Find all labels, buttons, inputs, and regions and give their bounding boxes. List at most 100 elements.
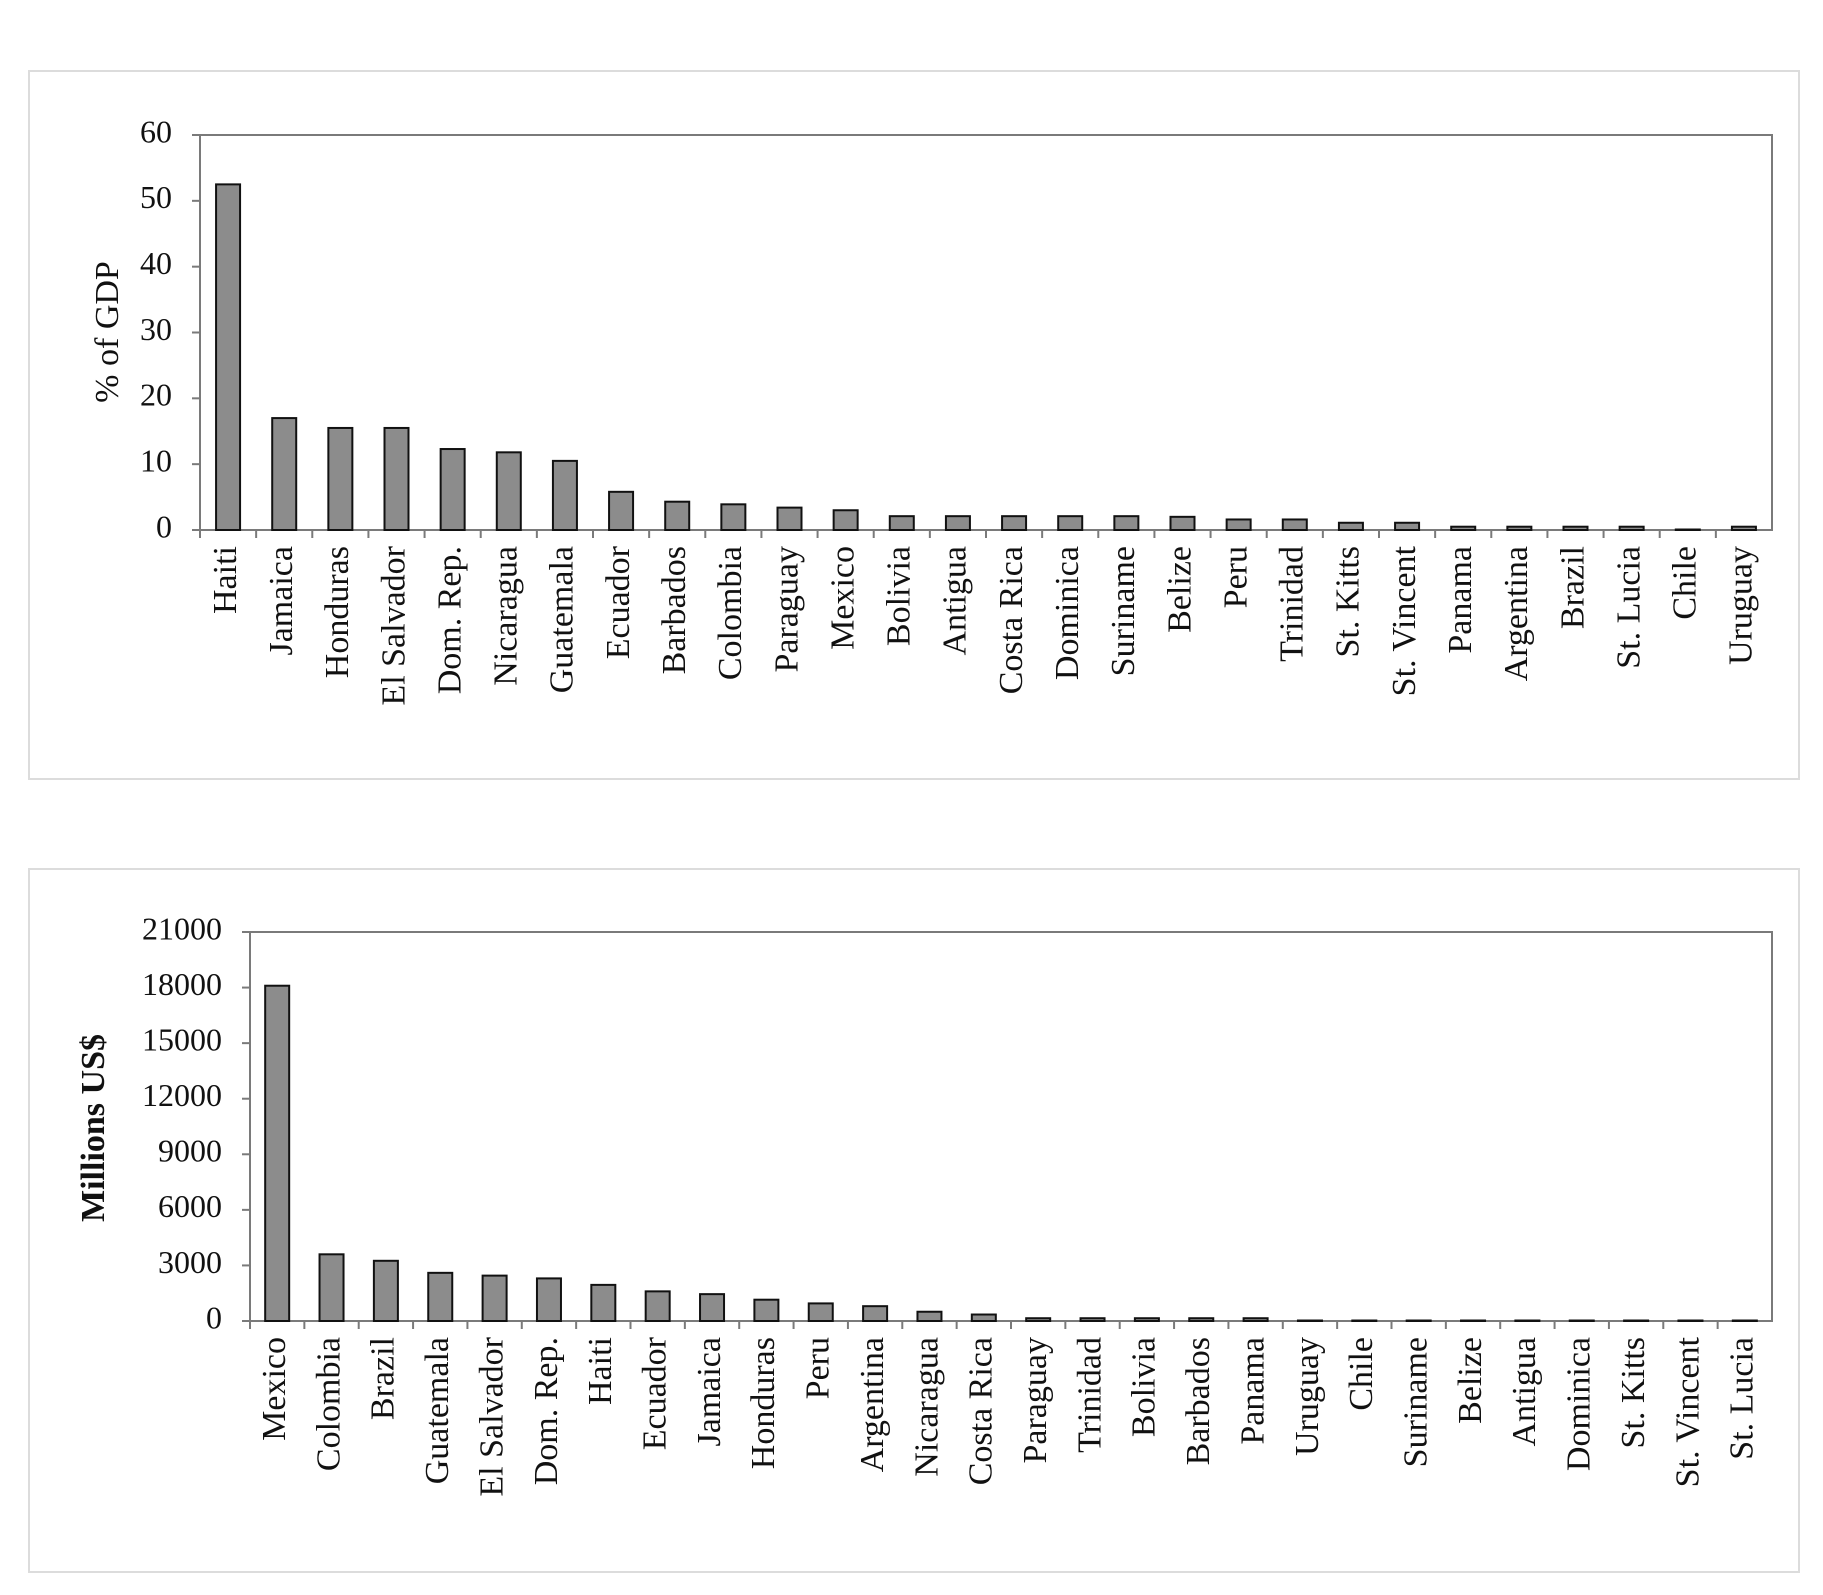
bottom-category-label: Panama bbox=[1234, 1337, 1271, 1445]
top-category-label: Peru bbox=[1217, 546, 1254, 608]
bottom-category-label: Costa Rica bbox=[963, 1337, 1000, 1485]
bottom-bar bbox=[1133, 1317, 1160, 1323]
bottom-category-label: Peru bbox=[800, 1337, 837, 1399]
bottom-bar bbox=[807, 1302, 834, 1322]
bottom-category-label: El Salvador bbox=[473, 1336, 510, 1496]
bottom-y-tick-label: 18000 bbox=[142, 966, 222, 1002]
top-y-tick-label: 40 bbox=[140, 245, 172, 281]
top-bar bbox=[215, 183, 242, 531]
bottom-bar bbox=[699, 1293, 726, 1323]
top-category-label: Ecuador bbox=[600, 545, 637, 659]
bottom-bar bbox=[481, 1274, 508, 1323]
plot-area-top bbox=[199, 134, 1773, 531]
bottom-category-label: Nicaragua bbox=[908, 1337, 945, 1477]
bottom-category-label: Jamaica bbox=[691, 1337, 728, 1447]
bottom-category-label: Colombia bbox=[310, 1337, 347, 1471]
bottom-bar bbox=[753, 1298, 780, 1323]
bottom-bar bbox=[372, 1259, 399, 1322]
bottom-bar bbox=[1514, 1319, 1541, 1322]
top-bar bbox=[1674, 528, 1701, 531]
bottom-bar bbox=[427, 1271, 454, 1323]
top-bar bbox=[271, 417, 298, 532]
top-category-label: Dom. Rep. bbox=[431, 546, 468, 694]
bottom-bar bbox=[644, 1290, 671, 1323]
top-bar bbox=[1394, 521, 1421, 532]
top-bar bbox=[1450, 525, 1477, 531]
bottom-bar bbox=[1296, 1319, 1323, 1322]
top-category-label: Brazil bbox=[1554, 546, 1591, 629]
bottom-category-label: Suriname bbox=[1397, 1337, 1434, 1467]
top-y-tick-label: 30 bbox=[140, 311, 172, 347]
top-category-label: El Salvador bbox=[375, 545, 412, 705]
bottom-category-label: Dominica bbox=[1561, 1337, 1598, 1471]
bottom-bar bbox=[1460, 1319, 1487, 1322]
top-category-label: Colombia bbox=[712, 546, 749, 680]
bottom-category-label: St. Vincent bbox=[1669, 1336, 1706, 1487]
bottom-category-label: Antigua bbox=[1506, 1337, 1543, 1447]
top-bar bbox=[720, 503, 747, 532]
top-category-label: Panama bbox=[1442, 546, 1479, 654]
top-bar bbox=[1618, 525, 1645, 531]
top-category-label: St. Lucia bbox=[1610, 546, 1647, 669]
bottom-bar bbox=[862, 1305, 889, 1322]
top-category-label: St. Kitts bbox=[1330, 546, 1367, 657]
bottom-bar bbox=[318, 1253, 345, 1323]
bottom-category-label: Uruguay bbox=[1289, 1337, 1326, 1456]
top-category-label: Paraguay bbox=[768, 546, 805, 673]
bottom-category-label: Trinidad bbox=[1071, 1337, 1108, 1453]
top-bar bbox=[1281, 518, 1308, 532]
top-category-label: Costa Rica bbox=[993, 546, 1030, 694]
bottom-bar bbox=[535, 1277, 562, 1323]
bottom-category-label: Paraguay bbox=[1017, 1337, 1054, 1464]
top-category-label: Dominica bbox=[1049, 546, 1086, 680]
bottom-category-label: Guatemala bbox=[419, 1337, 456, 1484]
bottom-bar bbox=[1568, 1319, 1595, 1322]
top-category-label: Chile bbox=[1667, 546, 1704, 620]
top-bar bbox=[832, 509, 859, 531]
top-bar bbox=[608, 490, 635, 532]
top-bar bbox=[439, 448, 466, 531]
bottom-category-label: Haiti bbox=[582, 1337, 619, 1405]
bottom-bar bbox=[1351, 1319, 1378, 1322]
bottom-category-label: Mexico bbox=[256, 1337, 293, 1441]
top-y-tick-label: 10 bbox=[140, 443, 172, 479]
plot-area-bottom bbox=[249, 931, 1773, 1322]
top-y-tick-label: 20 bbox=[140, 377, 172, 413]
top-category-label: Uruguay bbox=[1723, 546, 1760, 665]
top-category-label: Mexico bbox=[824, 546, 861, 650]
bottom-y-tick-label: 12000 bbox=[142, 1077, 222, 1113]
top-chart-marks: 0 10 20 30 40 50 60 Haiti Jamaica Honduras El Salv… bbox=[140, 113, 1760, 705]
bottom-category-label: Bolivia bbox=[1126, 1337, 1163, 1437]
top-category-label: Suriname bbox=[1105, 546, 1142, 676]
bottom-y-tick-label: 3000 bbox=[158, 1244, 222, 1280]
top-bar bbox=[1001, 515, 1028, 531]
top-bar bbox=[1562, 525, 1589, 531]
top-bar bbox=[1506, 525, 1533, 531]
y-axis-label-top: % of GDP bbox=[89, 261, 126, 403]
bottom-bar bbox=[1677, 1319, 1704, 1322]
bottom-category-label: Belize bbox=[1452, 1337, 1489, 1424]
bottom-category-label: Chile bbox=[1343, 1337, 1380, 1411]
bottom-y-tick-label: 15000 bbox=[142, 1021, 222, 1057]
bottom-category-label: Brazil bbox=[365, 1337, 402, 1420]
bottom-category-label: St. Kitts bbox=[1615, 1337, 1652, 1448]
bottom-y-tick-label: 21000 bbox=[142, 910, 222, 946]
bottom-bar bbox=[1405, 1319, 1432, 1322]
top-category-label: Trinidad bbox=[1274, 546, 1311, 662]
bottom-category-label: Dom. Rep. bbox=[528, 1337, 565, 1485]
chart-panel-gdp-share bbox=[28, 70, 1800, 780]
top-bar bbox=[944, 515, 971, 531]
bottom-bar bbox=[1623, 1319, 1650, 1322]
bottom-bar bbox=[916, 1310, 943, 1322]
bottom-category-label: Honduras bbox=[745, 1337, 782, 1469]
top-category-label: Bolivia bbox=[881, 546, 918, 646]
top-bar bbox=[551, 459, 578, 531]
bottom-bar bbox=[1079, 1317, 1106, 1323]
bottom-category-label: Ecuador bbox=[636, 1336, 673, 1450]
top-category-label: Honduras bbox=[319, 546, 356, 678]
top-category-label: Antigua bbox=[937, 546, 974, 656]
bottom-category-label: St. Lucia bbox=[1724, 1337, 1761, 1460]
top-y-tick-label: 0 bbox=[156, 508, 172, 544]
y-axis-label-bottom: Millions US$ bbox=[75, 1034, 112, 1222]
